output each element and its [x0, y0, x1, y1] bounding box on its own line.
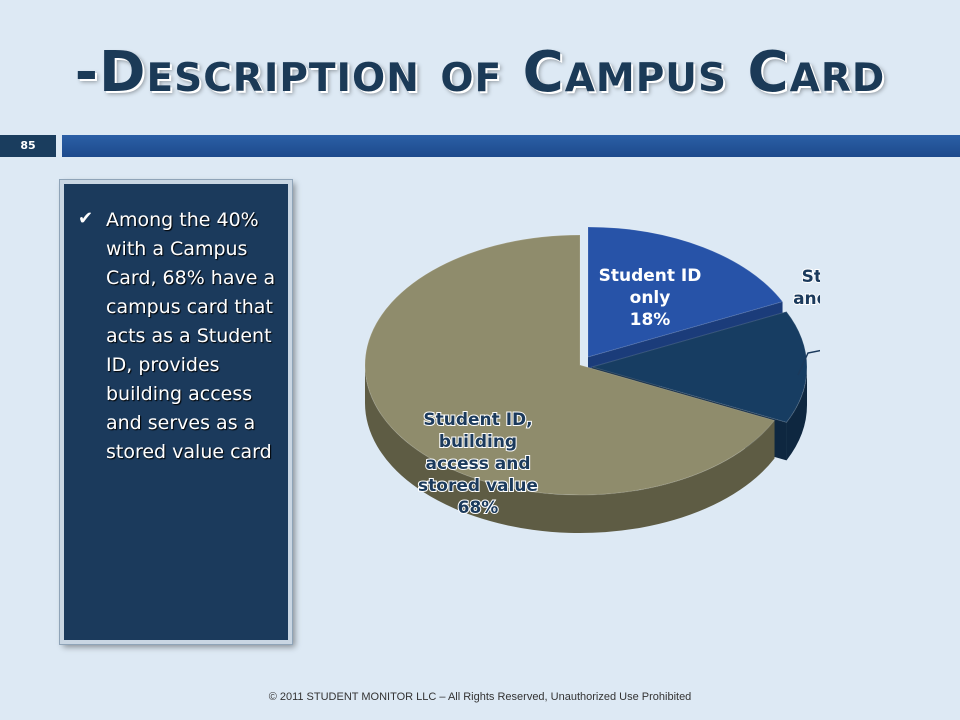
bullet-panel: ✔ Among the 40% with a Campus Card, 68% … [59, 179, 293, 645]
stored-value-label-line: access and [425, 454, 530, 474]
stored-value-label-line: 68% [458, 498, 499, 518]
bullet-text: Among the 40% with a Campus Card, 68% ha… [106, 209, 276, 463]
checkmark-icon: ✔ [78, 208, 94, 229]
student-id-building-label-line: Student ID [802, 267, 820, 287]
footer-copyright: © 2011 STUDENT MONITOR LLC – All Rights … [268, 691, 692, 703]
student-id-only-slice [587, 226, 784, 358]
student-id-building-label-line: and building [793, 289, 820, 309]
student-id-building-slice [590, 311, 808, 423]
student-id-building-leader-line [797, 349, 820, 376]
slide-number-box: 85 [0, 135, 56, 157]
stored-value-label-line: Student ID, [423, 410, 532, 430]
page-title: -Description of Campus Card [74, 40, 886, 105]
slide-number: 85 [20, 139, 36, 152]
stored-value-label-line: building [439, 432, 517, 452]
student-id-only-label-line: Student ID [599, 266, 702, 286]
stored-value-slice [364, 234, 776, 496]
title-accent-bar [62, 135, 960, 157]
stored-value-side [365, 365, 775, 533]
student-id-building-side [786, 367, 807, 461]
stored-value-label-line: stored value [418, 476, 538, 496]
student-id-only-label-line: only [630, 288, 671, 308]
pie-tops [364, 226, 808, 496]
student-id-only-label-line: 18% [630, 310, 671, 330]
